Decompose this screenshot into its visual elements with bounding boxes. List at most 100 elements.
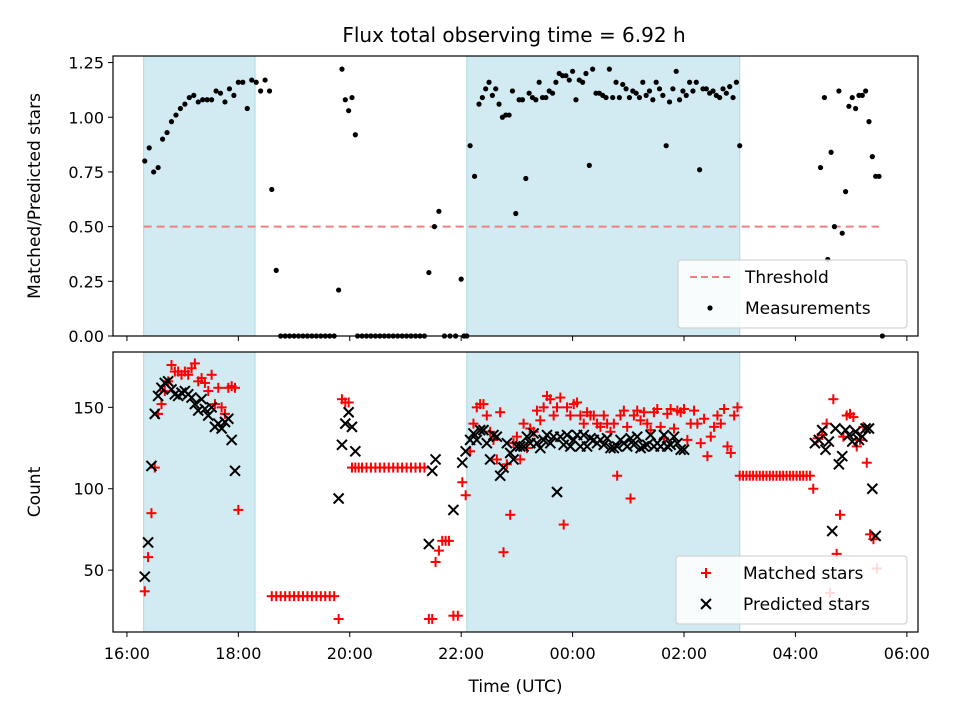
predicted-star-point-b [671,437,684,449]
measurement-point [509,88,516,94]
measurement-point [583,70,589,77]
measurement-point [426,269,432,276]
predicted-star-point-b [568,434,580,446]
predicted-star-point-b [859,422,872,435]
measurement-point [159,136,166,142]
measurement-point [828,149,834,155]
predicted-star-point-b [631,430,643,443]
predicted-star-point-b [225,434,238,446]
measurement-point [590,66,596,72]
measurement-point [573,97,579,103]
measurement-point [723,90,729,96]
x-tick-label: 06:00 [884,644,930,663]
predicted-star-point-b [608,442,620,454]
measurement-point [182,101,188,107]
measurement-point [646,88,653,94]
predicted-star-point-b [429,453,442,466]
measurement-point [226,86,233,92]
predicted-star-point-b [149,408,161,420]
predicted-star-point-b [866,483,879,495]
measurement-point [231,92,237,98]
measurement-point [204,97,210,103]
y-tick-label: 1.25 [68,54,104,73]
predicted-star-point-b [624,432,637,444]
predicted-star-point-b [459,445,472,458]
measurement-point [656,86,663,92]
predicted-star-point-b [142,536,154,549]
measurement-point [610,94,616,101]
predicted-star-point-b [674,443,687,456]
measurement-point [653,79,659,85]
predicted-star-point-b [175,386,188,399]
predicted-star-point-b [501,437,513,449]
predicted-star-point-b [641,439,653,451]
predicted-star-point-b [816,424,828,436]
measurement-point [142,158,148,164]
measurement-point [240,79,246,85]
predicted-star-point-b [346,421,358,433]
measurement-point [690,88,696,94]
predicted-star-point-b [202,409,214,422]
measurement-point [209,97,215,103]
predicted-star-point-b [668,430,680,443]
measurement-point [352,132,358,138]
measurement-point [710,88,716,94]
measurement-point [155,164,161,171]
measurement-point [200,97,206,103]
measurement-point [471,173,478,179]
measurement-point [543,94,549,101]
predicted-star-point-b [487,429,500,441]
legend-predicted-label: Predicted stars [743,595,870,615]
predicted-star-point-b [199,403,211,415]
measurement-point [269,186,275,193]
measurement-point [458,276,464,282]
measurement-point [496,101,502,107]
x-tick-label: 00:00 [550,644,596,663]
measurement-point [249,77,255,83]
x-tick-label: 04:00 [772,644,818,663]
predicted-star-point-b [537,434,550,446]
x-tick-label: 18:00 [215,644,261,663]
predicted-star-point-b [192,404,204,417]
predicted-star-point-b [159,377,171,389]
y-tick-label: 1.00 [68,108,104,127]
predicted-star-point-b [534,442,546,454]
predicted-star-point-b [145,460,158,472]
predicted-star-point-b [843,429,855,441]
observing-window-0 [143,55,256,337]
measurement-point [697,167,703,173]
predicted-star-point-b [839,424,852,436]
measurement-point [636,94,643,101]
measurement-point [553,79,559,85]
ratio-panel-x-ticks [126,336,908,341]
measurement-point [513,210,519,217]
measurement-point [217,90,224,96]
predicted-star-point-b [481,437,493,449]
predicted-star-point-b [474,424,486,436]
predicted-star-point-b [222,413,235,425]
legend-measurements-swatch [707,305,713,311]
predicted-star-point-b [611,440,623,453]
measurement-point [737,143,743,149]
measurement-point [727,84,733,90]
predicted-star-point-b [604,442,617,454]
predicted-star-point-b [497,461,510,474]
predicted-star-point-b [521,430,533,443]
count-panel-legend: Matched stars Predicted stars [675,555,908,625]
ratio-panel-y-ticks: 0.00 0.25 0.50 0.75 1.00 1.25 [68,54,113,346]
measurement-point [666,99,673,105]
measurement-point [563,73,569,79]
predicted-star-point-b [823,435,835,448]
measurement-point [717,94,723,101]
measurement-point [703,86,709,92]
measurement-point [339,66,345,72]
measurement-point [253,79,259,85]
measurement-point [151,169,157,175]
predicted-star-point-b [423,538,435,550]
measurement-point [342,97,348,103]
measurement-point [273,267,279,273]
predicted-star-point-b [544,437,557,449]
predicted-star-point-b [339,417,352,430]
